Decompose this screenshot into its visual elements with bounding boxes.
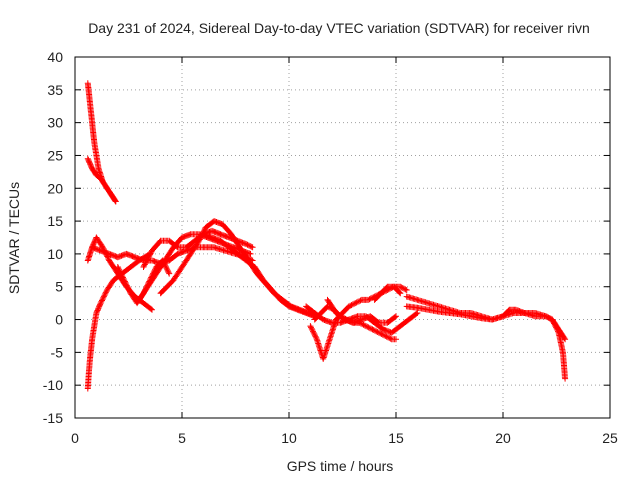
- grid-lines: [75, 57, 610, 418]
- series-track-10: [200, 231, 318, 320]
- data-points: [84, 80, 569, 392]
- y-tick-label: 10: [47, 246, 63, 262]
- y-tick-label: 5: [55, 279, 63, 295]
- series-track-17: [403, 303, 569, 382]
- x-tick-label: 25: [602, 430, 618, 446]
- y-tick-label: 25: [47, 147, 63, 163]
- y-tick-label: -15: [43, 410, 63, 426]
- x-axis-ticks: 0 5 10 15 20 25: [71, 57, 618, 446]
- series-track-14: [324, 296, 399, 326]
- y-tick-label: 15: [47, 213, 63, 229]
- data-track: [371, 283, 404, 303]
- y-tick-label: -10: [43, 377, 63, 393]
- y-tick-label: 20: [47, 180, 63, 196]
- data-track: [200, 231, 318, 320]
- x-axis-label: GPS time / hours: [287, 458, 394, 474]
- y-tick-label: 30: [47, 115, 63, 131]
- data-track: [403, 303, 569, 382]
- data-track: [84, 80, 119, 205]
- y-tick-label: 0: [55, 312, 63, 328]
- y-tick-label: 40: [47, 49, 63, 65]
- x-tick-label: 5: [178, 430, 186, 446]
- series-track-02: [84, 155, 119, 205]
- chart-title: Day 231 of 2024, Sidereal Day-to-day VTE…: [88, 20, 590, 36]
- y-tick-label: 35: [47, 82, 63, 98]
- data-track: [84, 155, 119, 205]
- series-track-15: [371, 283, 404, 303]
- y-axis-ticks: -15 -10 -5 0 5 10 15 20 25 30 35 40: [43, 49, 610, 426]
- x-tick-label: 20: [495, 430, 511, 446]
- y-axis-label: SDTVAR / TECUs: [6, 182, 22, 294]
- series-track-01: [84, 80, 119, 205]
- plot-border: [74, 56, 611, 419]
- x-tick-label: 0: [71, 430, 79, 446]
- x-tick-label: 10: [281, 430, 297, 446]
- y-tick-label: -5: [51, 344, 64, 360]
- data-track: [324, 296, 399, 326]
- x-tick-label: 15: [388, 430, 404, 446]
